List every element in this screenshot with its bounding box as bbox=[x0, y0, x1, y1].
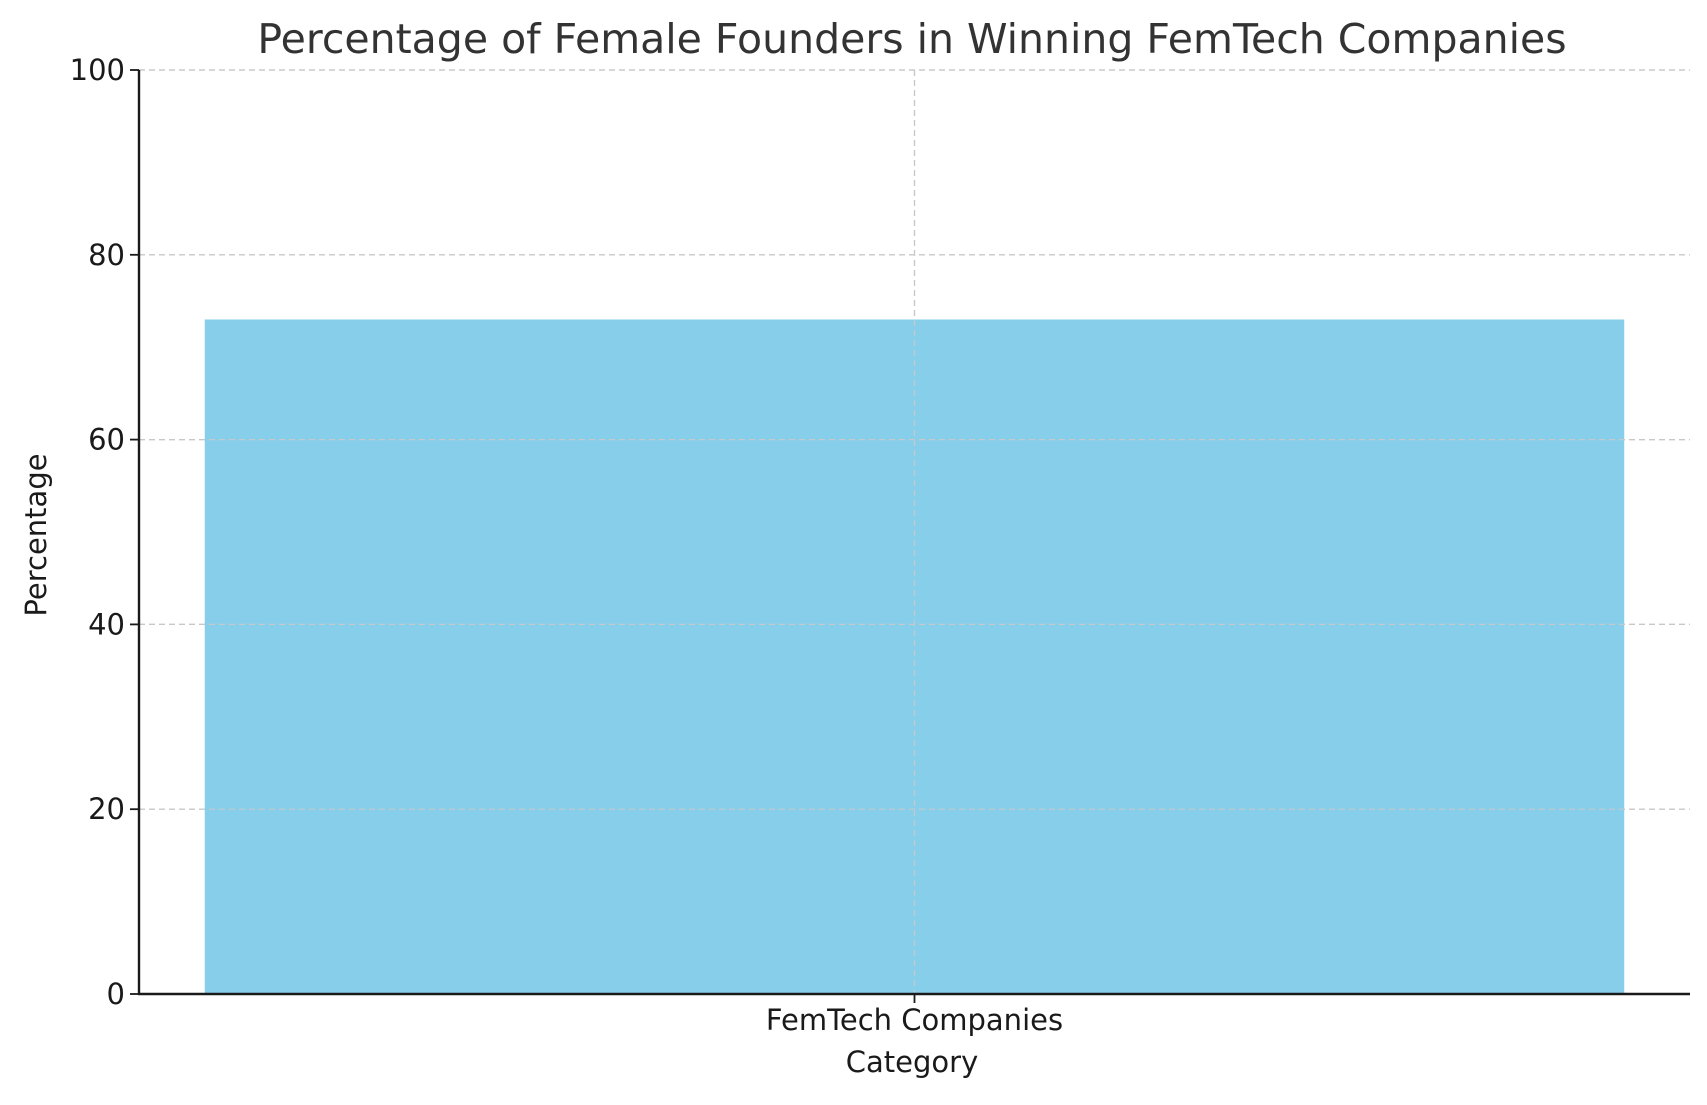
y-tick-label: 20 bbox=[88, 792, 125, 826]
y-axis-ticks: 0 20 40 60 80 100 bbox=[70, 53, 139, 1011]
x-tick-label: FemTech Companies bbox=[766, 1003, 1063, 1037]
x-axis-ticks: FemTech Companies bbox=[766, 994, 1063, 1037]
y-tick-label: 60 bbox=[88, 423, 125, 457]
bars bbox=[139, 69, 1690, 995]
y-tick-label: 40 bbox=[88, 607, 125, 641]
y-tick-label: 100 bbox=[70, 53, 125, 87]
x-axis-title: Category bbox=[846, 1045, 978, 1079]
y-axis-title: Percentage bbox=[19, 453, 53, 616]
y-tick-label: 80 bbox=[88, 238, 125, 272]
chart-title: Percentage of Female Founders in Winning… bbox=[257, 15, 1566, 63]
y-tick-label: 0 bbox=[107, 977, 125, 1011]
